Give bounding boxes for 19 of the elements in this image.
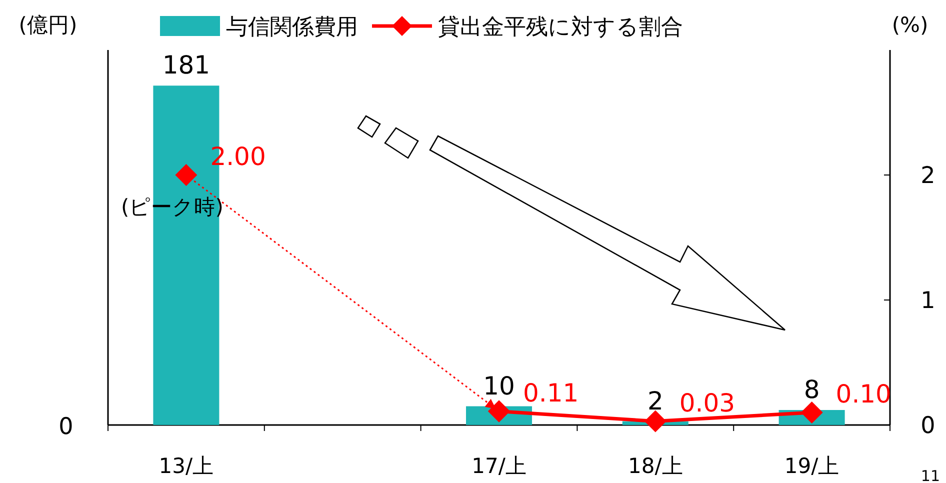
data-label: 0.11 — [523, 378, 579, 408]
y2-tick-label: 2 — [920, 163, 936, 189]
x-tick-label: 17/上 — [472, 454, 526, 478]
legend-label: 貸出金平残に対する割合 — [438, 15, 683, 40]
data-label: 10 — [483, 371, 515, 400]
data-label: 0.03 — [679, 388, 736, 418]
y2-tick-label: 1 — [920, 288, 936, 314]
text: 0 — [58, 414, 74, 440]
x-tick-label: 18/上 — [628, 454, 683, 478]
data-label: 8 — [804, 375, 820, 404]
y-axis-title: (億円) — [18, 13, 78, 37]
legend-label: 与信関係費用 — [226, 15, 358, 40]
y2-axis-title: (%) — [892, 13, 928, 37]
x-tick-label: 13/上 — [158, 454, 214, 478]
data-label: 181 — [162, 50, 210, 80]
y2-tick-label: 0 — [920, 413, 936, 439]
data-label: 2 — [647, 386, 664, 416]
x-tick-label: 19/上 — [784, 454, 840, 478]
text: 11 — [920, 467, 940, 483]
